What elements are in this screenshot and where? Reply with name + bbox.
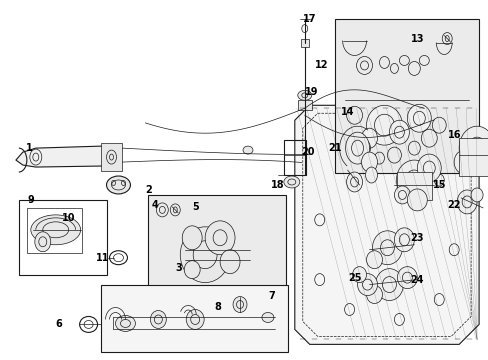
Text: 23: 23	[410, 233, 423, 243]
Bar	[283, 140, 305, 175]
Text: 11: 11	[96, 253, 109, 263]
Ellipse shape	[345, 132, 369, 164]
Ellipse shape	[366, 251, 382, 269]
Text: 13: 13	[410, 33, 423, 44]
Bar	[27, 208, 81, 253]
Ellipse shape	[35, 232, 51, 252]
Ellipse shape	[416, 154, 440, 182]
Text: 6: 6	[55, 319, 62, 329]
Bar	[101, 285, 287, 352]
Ellipse shape	[366, 285, 382, 303]
Bar	[148, 195, 285, 302]
Ellipse shape	[407, 189, 427, 211]
Text: 15: 15	[431, 180, 445, 190]
Ellipse shape	[372, 231, 402, 265]
Text: 9: 9	[27, 195, 34, 205]
Text: 16: 16	[447, 130, 460, 140]
Ellipse shape	[361, 128, 377, 148]
Ellipse shape	[458, 126, 488, 170]
Text: 5: 5	[191, 202, 198, 212]
Text: 18: 18	[270, 180, 284, 190]
Ellipse shape	[456, 190, 476, 214]
Ellipse shape	[357, 274, 377, 296]
Polygon shape	[294, 105, 478, 345]
Ellipse shape	[220, 250, 240, 274]
Ellipse shape	[366, 105, 402, 145]
Text: 20: 20	[301, 147, 314, 157]
Ellipse shape	[470, 188, 482, 202]
Ellipse shape	[180, 227, 229, 283]
Ellipse shape	[262, 312, 273, 323]
Ellipse shape	[388, 120, 408, 144]
Bar	[19, 200, 106, 275]
Text: 1: 1	[25, 143, 32, 153]
Ellipse shape	[375, 269, 403, 301]
Bar	[334, 19, 478, 173]
Text: 3: 3	[175, 263, 181, 273]
Ellipse shape	[361, 152, 377, 172]
Ellipse shape	[243, 146, 252, 154]
Ellipse shape	[205, 221, 235, 255]
Ellipse shape	[115, 315, 135, 332]
Text: 4: 4	[152, 200, 159, 210]
Text: 24: 24	[410, 275, 423, 285]
Bar	[101, 143, 122, 171]
Ellipse shape	[453, 150, 473, 174]
Text: 21: 21	[327, 143, 341, 153]
Ellipse shape	[396, 160, 431, 200]
Ellipse shape	[182, 226, 202, 250]
Ellipse shape	[480, 150, 488, 170]
Ellipse shape	[407, 104, 430, 132]
Bar	[458, 138, 488, 176]
Ellipse shape	[394, 228, 413, 252]
Text: 19: 19	[305, 87, 318, 97]
Bar	[297, 100, 311, 110]
Ellipse shape	[31, 215, 81, 245]
Ellipse shape	[186, 310, 203, 329]
Ellipse shape	[346, 172, 362, 192]
Text: 14: 14	[340, 107, 354, 117]
Ellipse shape	[150, 310, 166, 328]
Text: 7: 7	[268, 291, 275, 301]
Ellipse shape	[184, 261, 200, 279]
Polygon shape	[16, 146, 118, 167]
Ellipse shape	[297, 90, 311, 100]
Ellipse shape	[394, 186, 409, 204]
Bar	[397, 172, 431, 200]
Text: 8: 8	[214, 302, 221, 311]
Bar	[300, 39, 308, 46]
Ellipse shape	[365, 167, 377, 183]
Text: 10: 10	[62, 213, 75, 223]
Text: 22: 22	[447, 200, 460, 210]
Text: 2: 2	[145, 185, 151, 195]
Ellipse shape	[283, 176, 299, 188]
Text: 25: 25	[347, 273, 361, 283]
Ellipse shape	[352, 267, 366, 283]
Text: 17: 17	[303, 14, 316, 24]
Ellipse shape	[397, 267, 416, 289]
Text: 12: 12	[314, 60, 328, 71]
Ellipse shape	[233, 297, 246, 312]
Ellipse shape	[106, 176, 130, 194]
